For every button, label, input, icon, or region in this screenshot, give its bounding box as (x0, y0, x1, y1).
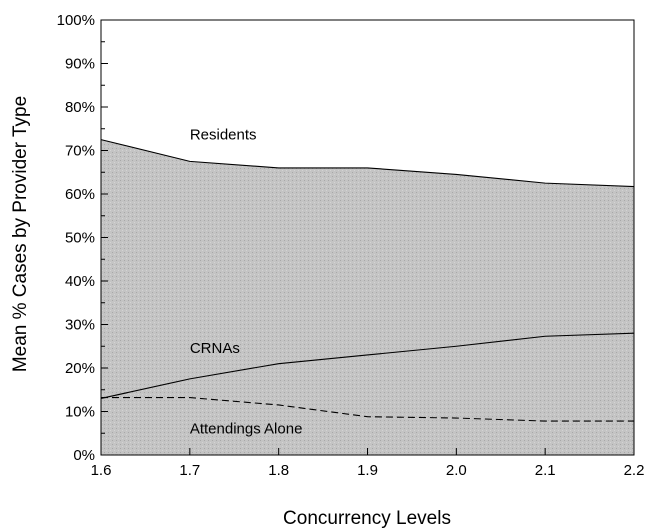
series-line-attendings-alone (101, 397, 634, 422)
y-tick-label: 100% (57, 12, 95, 29)
series-label-residents: Residents (190, 127, 257, 144)
series-line-residents (100, 139, 635, 188)
series-labels: Residents CRNAs Attendings Alone (190, 127, 303, 438)
x-tick-label: 1.8 (268, 462, 289, 479)
y-tick-label: 70% (65, 143, 95, 160)
series-label-crnas: CRNAs (190, 340, 240, 357)
x-tick-label: 1.9 (357, 462, 378, 479)
y-tick-label: 90% (65, 56, 95, 73)
y-tick-label: 80% (65, 99, 95, 116)
area-fill-layer (101, 139, 634, 455)
y-tick-label: 60% (65, 186, 95, 203)
series-line-crnas (100, 332, 635, 399)
axes: 0% 10% 20% 30% 40% 50% 60% 70% 80% 90% 100% 1.6 1.7 1… (57, 12, 645, 479)
x-tick-label: 2.2 (624, 462, 645, 479)
y-tick-label: 50% (65, 230, 95, 247)
y-axis-title: Mean % Cases by Provider Type (10, 96, 31, 372)
series-line-layer (100, 139, 635, 422)
x-tick-label: 2.1 (535, 462, 556, 479)
x-axis-title: Concurrency Levels (283, 508, 451, 529)
series-label-attendings-alone: Attendings Alone (190, 420, 303, 437)
y-tick-label: 0% (73, 447, 95, 464)
y-tick-label: 40% (65, 273, 95, 290)
y-tick-label: 10% (65, 404, 95, 421)
shaded-area (101, 139, 634, 455)
x-tick-label: 1.7 (179, 462, 200, 479)
y-tick-label: 30% (65, 317, 95, 334)
y-tick-label: 20% (65, 360, 95, 377)
x-tick-label: 2.0 (446, 462, 467, 479)
x-tick-label: 1.6 (91, 462, 112, 479)
